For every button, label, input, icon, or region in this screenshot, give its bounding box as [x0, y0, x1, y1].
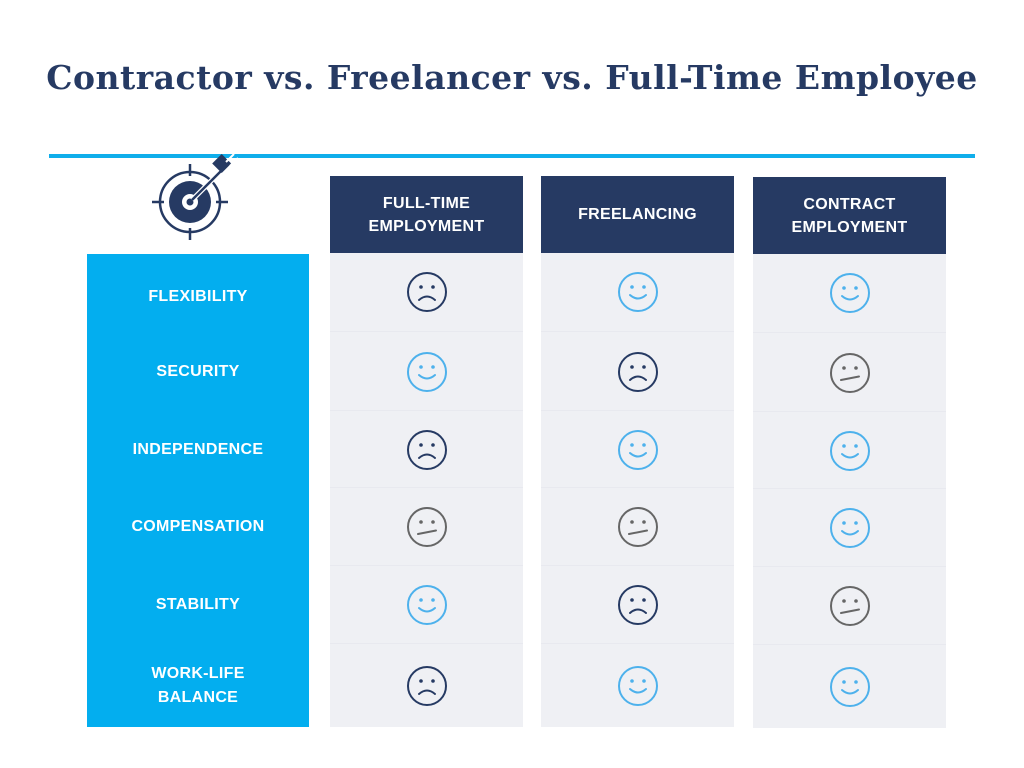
happy-face-icon [829, 666, 871, 708]
rating-cell [753, 566, 946, 645]
happy-face-icon [406, 584, 448, 626]
happy-face-icon [406, 351, 448, 393]
rating-cell [330, 331, 523, 411]
sad-face-icon [406, 271, 448, 313]
rating-cell [753, 254, 946, 332]
rating-cell [541, 487, 734, 566]
rating-cell [753, 332, 946, 412]
row-label: INDEPENDENCE [132, 440, 264, 458]
neutral-face-icon [829, 585, 871, 627]
rating-cell [541, 410, 734, 488]
rating-cell [330, 565, 523, 644]
rating-cell [330, 410, 523, 488]
column-header: FULL-TIME EMPLOYMENT [330, 176, 523, 253]
sad-face-icon [406, 665, 448, 707]
title-divider [49, 154, 975, 158]
column-header: CONTRACT EMPLOYMENT [753, 177, 946, 254]
rating-cell [753, 411, 946, 489]
rating-cell [541, 331, 734, 411]
target-with-arrow-icon [152, 153, 239, 240]
sad-face-icon [406, 429, 448, 471]
column-full-time: FULL-TIME EMPLOYMENT [330, 176, 523, 727]
neutral-face-icon [617, 506, 659, 548]
rating-cell [541, 643, 734, 727]
rating-cell [753, 644, 946, 728]
rating-cell [541, 253, 734, 331]
row-label: FLEXIBILITY [148, 288, 248, 305]
row-label: WORK-LIFE BALANCE [151, 664, 245, 706]
happy-face-icon [617, 665, 659, 707]
rating-cell [330, 643, 523, 727]
happy-face-icon [829, 430, 871, 472]
row-label: SECURITY [156, 362, 240, 380]
row-label: COMPENSATION [131, 518, 265, 535]
row-label: STABILITY [155, 596, 241, 613]
happy-face-icon [617, 271, 659, 313]
sad-face-icon [617, 584, 659, 626]
happy-face-icon [617, 429, 659, 471]
rating-cell [753, 488, 946, 567]
page-title: Contractor vs. Freelancer vs. Full-Time … [46, 58, 978, 97]
rating-cell [330, 487, 523, 566]
neutral-face-icon [829, 352, 871, 394]
sad-face-icon [617, 351, 659, 393]
row-labels-panel: FLEXIBILITY SECURITY INDEPENDENCE COMPENSAT… [87, 254, 309, 727]
happy-face-icon [829, 507, 871, 549]
happy-face-icon [829, 272, 871, 314]
column-header: FREELANCING [541, 176, 734, 253]
column-freelancing: FREELANCING [541, 176, 734, 727]
rating-cell [541, 565, 734, 644]
rating-cell [330, 253, 523, 331]
neutral-face-icon [406, 506, 448, 548]
column-contract: CONTRACT EMPLOYMENT [753, 177, 946, 728]
